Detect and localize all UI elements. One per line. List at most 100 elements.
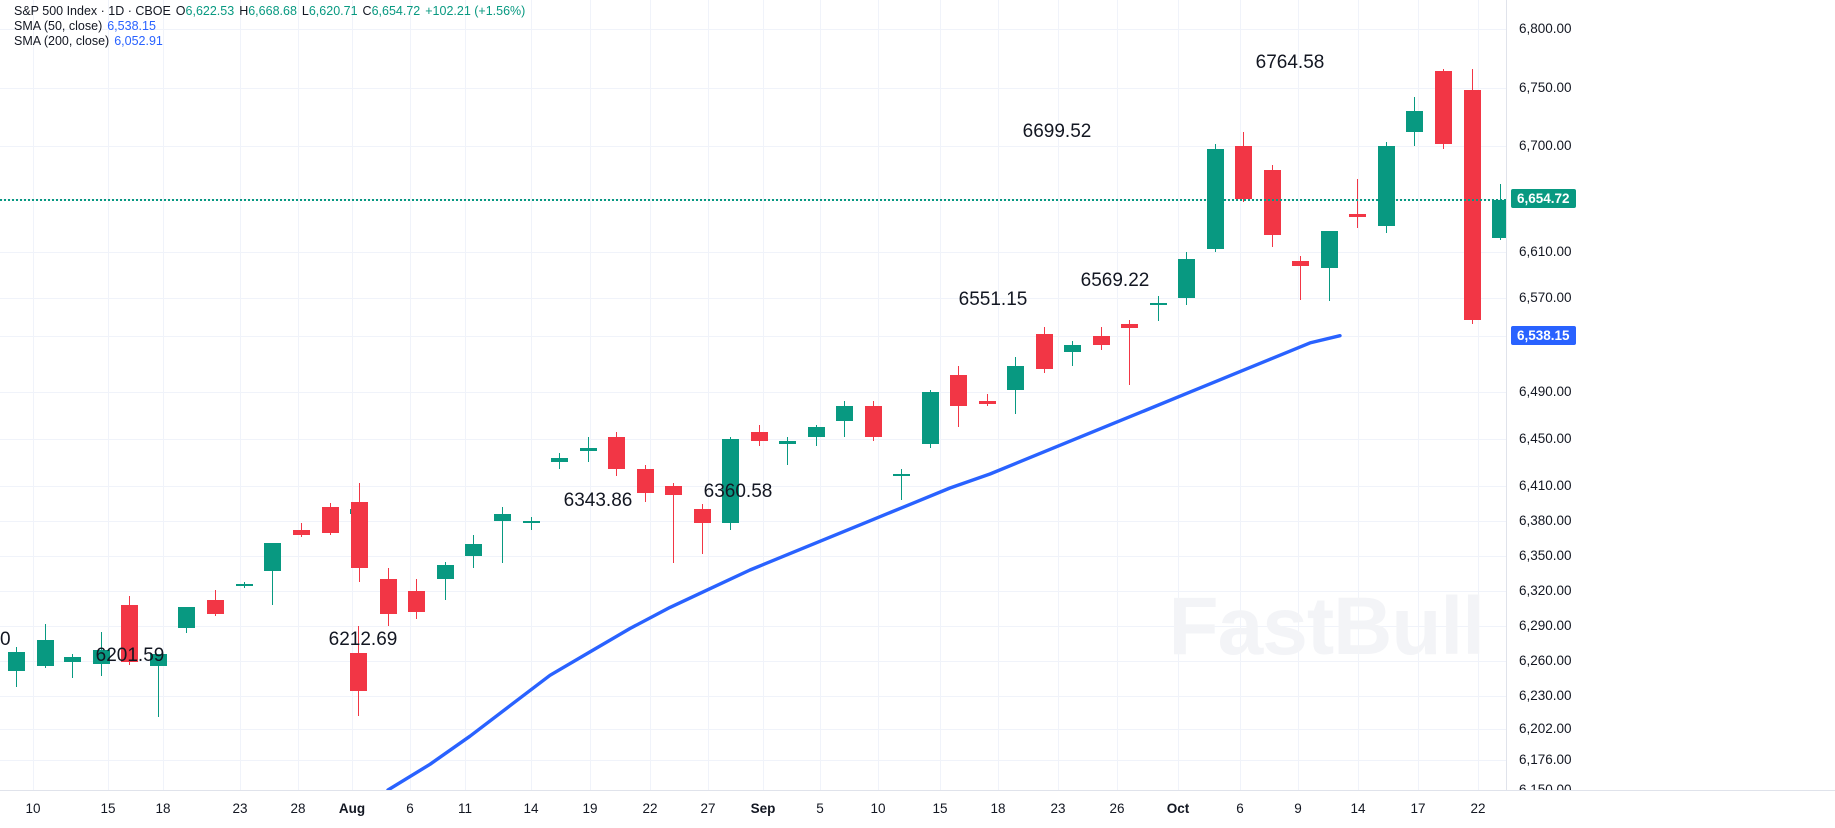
legend-row-sma200[interactable]: SMA (200, close) 6,052.91 bbox=[14, 34, 525, 49]
time-axis-label: 22 bbox=[1470, 801, 1486, 816]
legend-low-label: L bbox=[301, 4, 309, 18]
candle-body bbox=[836, 406, 853, 422]
price-axis-label: 6,450.00 bbox=[1519, 430, 1572, 446]
gridline-vertical bbox=[240, 0, 241, 790]
candle-body bbox=[236, 584, 253, 587]
time-axis-label: 22 bbox=[642, 801, 658, 816]
candle-body bbox=[1349, 214, 1366, 217]
candle-wick bbox=[1356, 179, 1359, 229]
time-axis-label: 23 bbox=[232, 801, 248, 816]
sma50-price-badge: 6,538.15 bbox=[1511, 325, 1576, 345]
candle-body bbox=[922, 392, 939, 444]
time-axis-label: 15 bbox=[932, 801, 948, 816]
time-axis-label: 10 bbox=[870, 801, 886, 816]
candle-body bbox=[751, 431, 768, 442]
price-annotation: 6360.58 bbox=[703, 481, 773, 502]
gridline-vertical bbox=[163, 0, 164, 790]
chart-legend: S&P 500 Index · 1D · CBOE O6,622.53 H6,668… bbox=[14, 4, 525, 49]
time-axis-label: Aug bbox=[338, 801, 366, 816]
time-axis-label: Sep bbox=[750, 801, 776, 816]
time-axis-label: 11 bbox=[457, 801, 473, 816]
candle-body bbox=[494, 513, 511, 521]
legend-open-label: O bbox=[175, 4, 186, 18]
gridline-vertical bbox=[298, 0, 299, 790]
time-axis-label: 18 bbox=[155, 801, 171, 816]
gridline-vertical bbox=[108, 0, 109, 790]
price-axis-label: 6,176.00 bbox=[1519, 751, 1572, 767]
price-annotation: 6343.86 bbox=[563, 490, 633, 511]
legend-close-value: 6,654.72 bbox=[371, 4, 421, 18]
time-axis-label: 15 bbox=[100, 801, 116, 816]
legend-row-symbol: S&P 500 Index · 1D · CBOE O6,622.53 H6,668… bbox=[14, 4, 525, 19]
candle-body bbox=[150, 654, 167, 666]
candle-body bbox=[93, 649, 110, 664]
last-price-line bbox=[0, 199, 1506, 201]
candle-body bbox=[1435, 71, 1452, 144]
candle-body bbox=[207, 600, 224, 615]
price-axis-label: 6,350.00 bbox=[1519, 547, 1572, 563]
price-axis-label: 6,380.00 bbox=[1519, 512, 1572, 528]
time-axis-label: 6 bbox=[1236, 801, 1244, 816]
price-axis-label: 6,410.00 bbox=[1519, 477, 1572, 493]
candle-body bbox=[350, 653, 367, 691]
candle-wick bbox=[1299, 256, 1302, 300]
candle-body bbox=[465, 544, 482, 556]
candle-body bbox=[1150, 303, 1167, 306]
price-annotation: 6569.22 bbox=[1080, 270, 1150, 291]
time-axis[interactable]: 10 15 18 23 28 Aug 6 11 14 19 22 27 Sep 5 10 15 18 23 26 Oc… bbox=[0, 790, 1835, 828]
price-axis[interactable]: 6,800.00 6,750.00 6,700.00 6,654.72 6,610.00… bbox=[1506, 0, 1835, 797]
candle-body bbox=[808, 427, 825, 437]
candle-wick bbox=[1328, 263, 1331, 301]
time-axis-label: Oct bbox=[1166, 801, 1190, 816]
time-axis-label: 14 bbox=[1350, 801, 1366, 816]
legend-symbol[interactable]: S&P 500 Index · 1D · CBOE bbox=[14, 4, 171, 18]
candle-wick bbox=[300, 523, 303, 538]
legend-low-value: 6,620.71 bbox=[308, 4, 358, 18]
price-annotation: 6201.59 bbox=[95, 645, 165, 666]
candle-body bbox=[1292, 260, 1309, 266]
legend-row-sma50[interactable]: SMA (50, close) 6,538.15 bbox=[14, 19, 525, 34]
time-axis-label: 9 bbox=[1294, 801, 1302, 816]
price-axis-label: 6,320.00 bbox=[1519, 583, 1572, 599]
gridline-vertical bbox=[1418, 0, 1419, 790]
candle-body bbox=[665, 485, 682, 496]
gridline-horizontal bbox=[0, 146, 1506, 147]
candle-body bbox=[1264, 169, 1281, 236]
candle-body bbox=[893, 474, 910, 477]
candle-body bbox=[437, 565, 454, 580]
candle-body bbox=[1064, 345, 1081, 353]
gridline-vertical bbox=[33, 0, 34, 790]
legend-high-label: H bbox=[239, 4, 249, 18]
candle-body bbox=[694, 509, 711, 524]
candle-body bbox=[351, 502, 368, 568]
candle-body bbox=[293, 530, 310, 535]
time-axis-label: 6 bbox=[406, 801, 414, 816]
candle-body bbox=[608, 436, 625, 470]
time-axis-label: 28 bbox=[290, 801, 306, 816]
candle-body bbox=[1378, 146, 1395, 226]
price-annotation: 6699.52 bbox=[1022, 121, 1092, 142]
price-axis-label: 6,750.00 bbox=[1519, 79, 1572, 95]
candle-wick bbox=[530, 517, 533, 531]
gridline-vertical bbox=[1478, 0, 1479, 790]
candle-body bbox=[1007, 366, 1024, 390]
candle-body bbox=[523, 520, 540, 524]
candle-body bbox=[1093, 335, 1110, 346]
legend-sma200-value: 6,052.91 bbox=[114, 34, 163, 48]
candle-body bbox=[637, 469, 654, 493]
chart-plot-area[interactable]: FastBull 6201.59 6212.69 6343.86 6360.58 655… bbox=[0, 0, 1506, 790]
price-axis-label: 6,490.00 bbox=[1519, 384, 1572, 400]
time-axis-label: 27 bbox=[700, 801, 716, 816]
legend-close-label: C bbox=[362, 4, 372, 18]
candle-body bbox=[1036, 333, 1053, 369]
candle-wick bbox=[672, 483, 675, 563]
candle-body bbox=[1321, 230, 1338, 268]
candle-wick bbox=[986, 394, 989, 407]
price-axis-label: 6,570.00 bbox=[1519, 290, 1572, 306]
price-axis-label: 6,202.00 bbox=[1519, 721, 1572, 737]
candle-wick bbox=[271, 553, 274, 606]
candle-body bbox=[64, 656, 81, 663]
candle-body bbox=[37, 640, 54, 666]
candle-body bbox=[1207, 148, 1224, 250]
candle-body bbox=[8, 651, 25, 671]
